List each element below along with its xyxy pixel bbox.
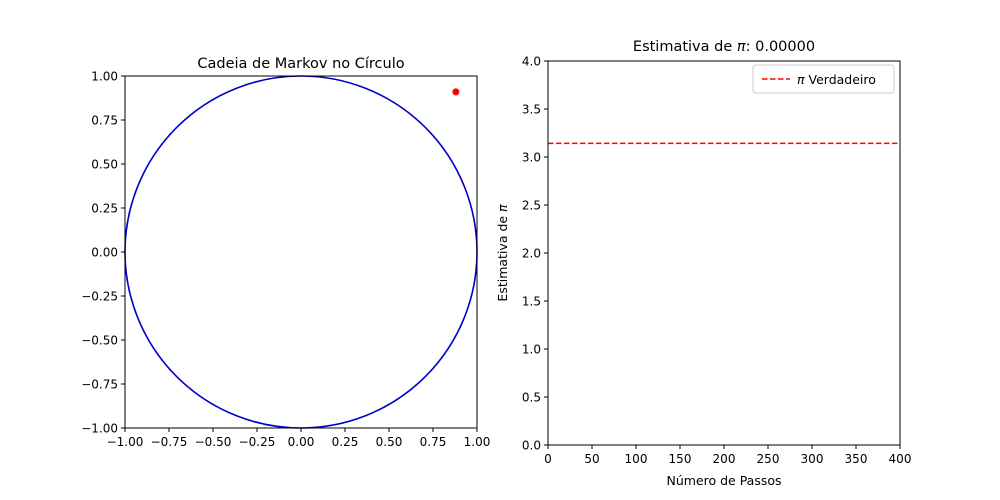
circle-x-tick-label: 0.00 <box>288 435 315 449</box>
circle-y-tick-label: −0.50 <box>81 334 118 348</box>
pi-chart-title: Estimativa de π: 0.00000 <box>633 39 815 55</box>
pi-y-tick-label: 0.0 <box>522 439 541 453</box>
circle-x-tick-label: 0.75 <box>420 435 447 449</box>
pi-y-axis-ticks: 0.0 0.5 1.0 1.5 2.0 2.5 3.0 3.5 4.0 <box>522 55 548 453</box>
circle-x-tick-label: −0.25 <box>239 435 276 449</box>
circle-y-tick-label: 1.00 <box>91 70 118 84</box>
pi-x-tick-label: 350 <box>845 452 868 466</box>
pi-x-tick-label: 250 <box>757 452 780 466</box>
pi-x-axis-ticks: 0 50 100 150 200 250 300 350 400 <box>544 445 911 466</box>
legend-label: π Verdadeiro <box>797 72 876 87</box>
pi-y-tick-label: 1.5 <box>522 295 541 309</box>
circle-x-tick-label: −1.00 <box>107 435 144 449</box>
pi-y-tick-label: 4.0 <box>522 55 541 69</box>
pi-x-tick-label: 200 <box>713 452 736 466</box>
legend-box <box>752 64 895 94</box>
circle-y-tick-label: 0.00 <box>91 246 118 260</box>
circle-y-tick-label: 0.25 <box>91 202 118 216</box>
circle-x-tick-label: 0.50 <box>376 435 403 449</box>
pi-x-tick-label: 300 <box>801 452 824 466</box>
pi-x-tick-label: 150 <box>669 452 692 466</box>
pi-axes-frame <box>547 60 901 446</box>
pi-x-tick-label: 50 <box>584 452 599 466</box>
circle-x-tick-label: 1.00 <box>464 435 491 449</box>
pi-x-tick-label: 0 <box>544 452 552 466</box>
circle-x-axis-ticks: −1.00 −0.75 −0.50 −0.25 0.00 0.25 0.50 0.75 1.00 <box>107 428 491 449</box>
pi-x-tick-label: 400 <box>889 452 912 466</box>
legend: π Verdadeiro <box>752 64 895 94</box>
pi-y-tick-label: 1.0 <box>522 343 541 357</box>
pi-x-tick-label: 100 <box>625 452 648 466</box>
pi-y-tick-label: 3.5 <box>522 103 541 117</box>
markov-chain-point <box>452 88 460 96</box>
circle-chart-title: Cadeia de Markov no Círculo <box>197 56 404 72</box>
circle-axes-frame <box>124 75 478 429</box>
pi-y-tick-label: 0.5 <box>522 391 541 405</box>
circle-y-tick-label: −0.25 <box>81 290 118 304</box>
circle-x-tick-label: 0.25 <box>332 435 359 449</box>
circle-y-axis-ticks: −1.00 −0.75 −0.50 −0.25 0.00 0.25 0.50 0.75 1.00 <box>81 70 125 436</box>
pi-estimate-subplot: Estimativa de π: 0.00000 0 50 100 150 200 250… <box>495 39 911 488</box>
pi-y-tick-label: 3.0 <box>522 151 541 165</box>
circle-y-tick-label: 0.75 <box>91 114 118 128</box>
circle-x-tick-label: −0.50 <box>195 435 232 449</box>
pi-y-axis-label: Estimativa de π <box>495 204 510 302</box>
circle-subplot: Cadeia de Markov no Círculo −1.00 −0.75 −0… <box>81 56 490 449</box>
circle-x-tick-label: −0.75 <box>151 435 188 449</box>
circle-y-tick-label: −1.00 <box>81 422 118 436</box>
pi-y-tick-label: 2.5 <box>522 199 541 213</box>
pi-y-tick-label: 2.0 <box>522 247 541 261</box>
circle-y-tick-label: 0.50 <box>91 158 118 172</box>
pi-x-axis-label: Número de Passos <box>666 473 781 488</box>
circle-y-tick-label: −0.75 <box>81 378 118 392</box>
